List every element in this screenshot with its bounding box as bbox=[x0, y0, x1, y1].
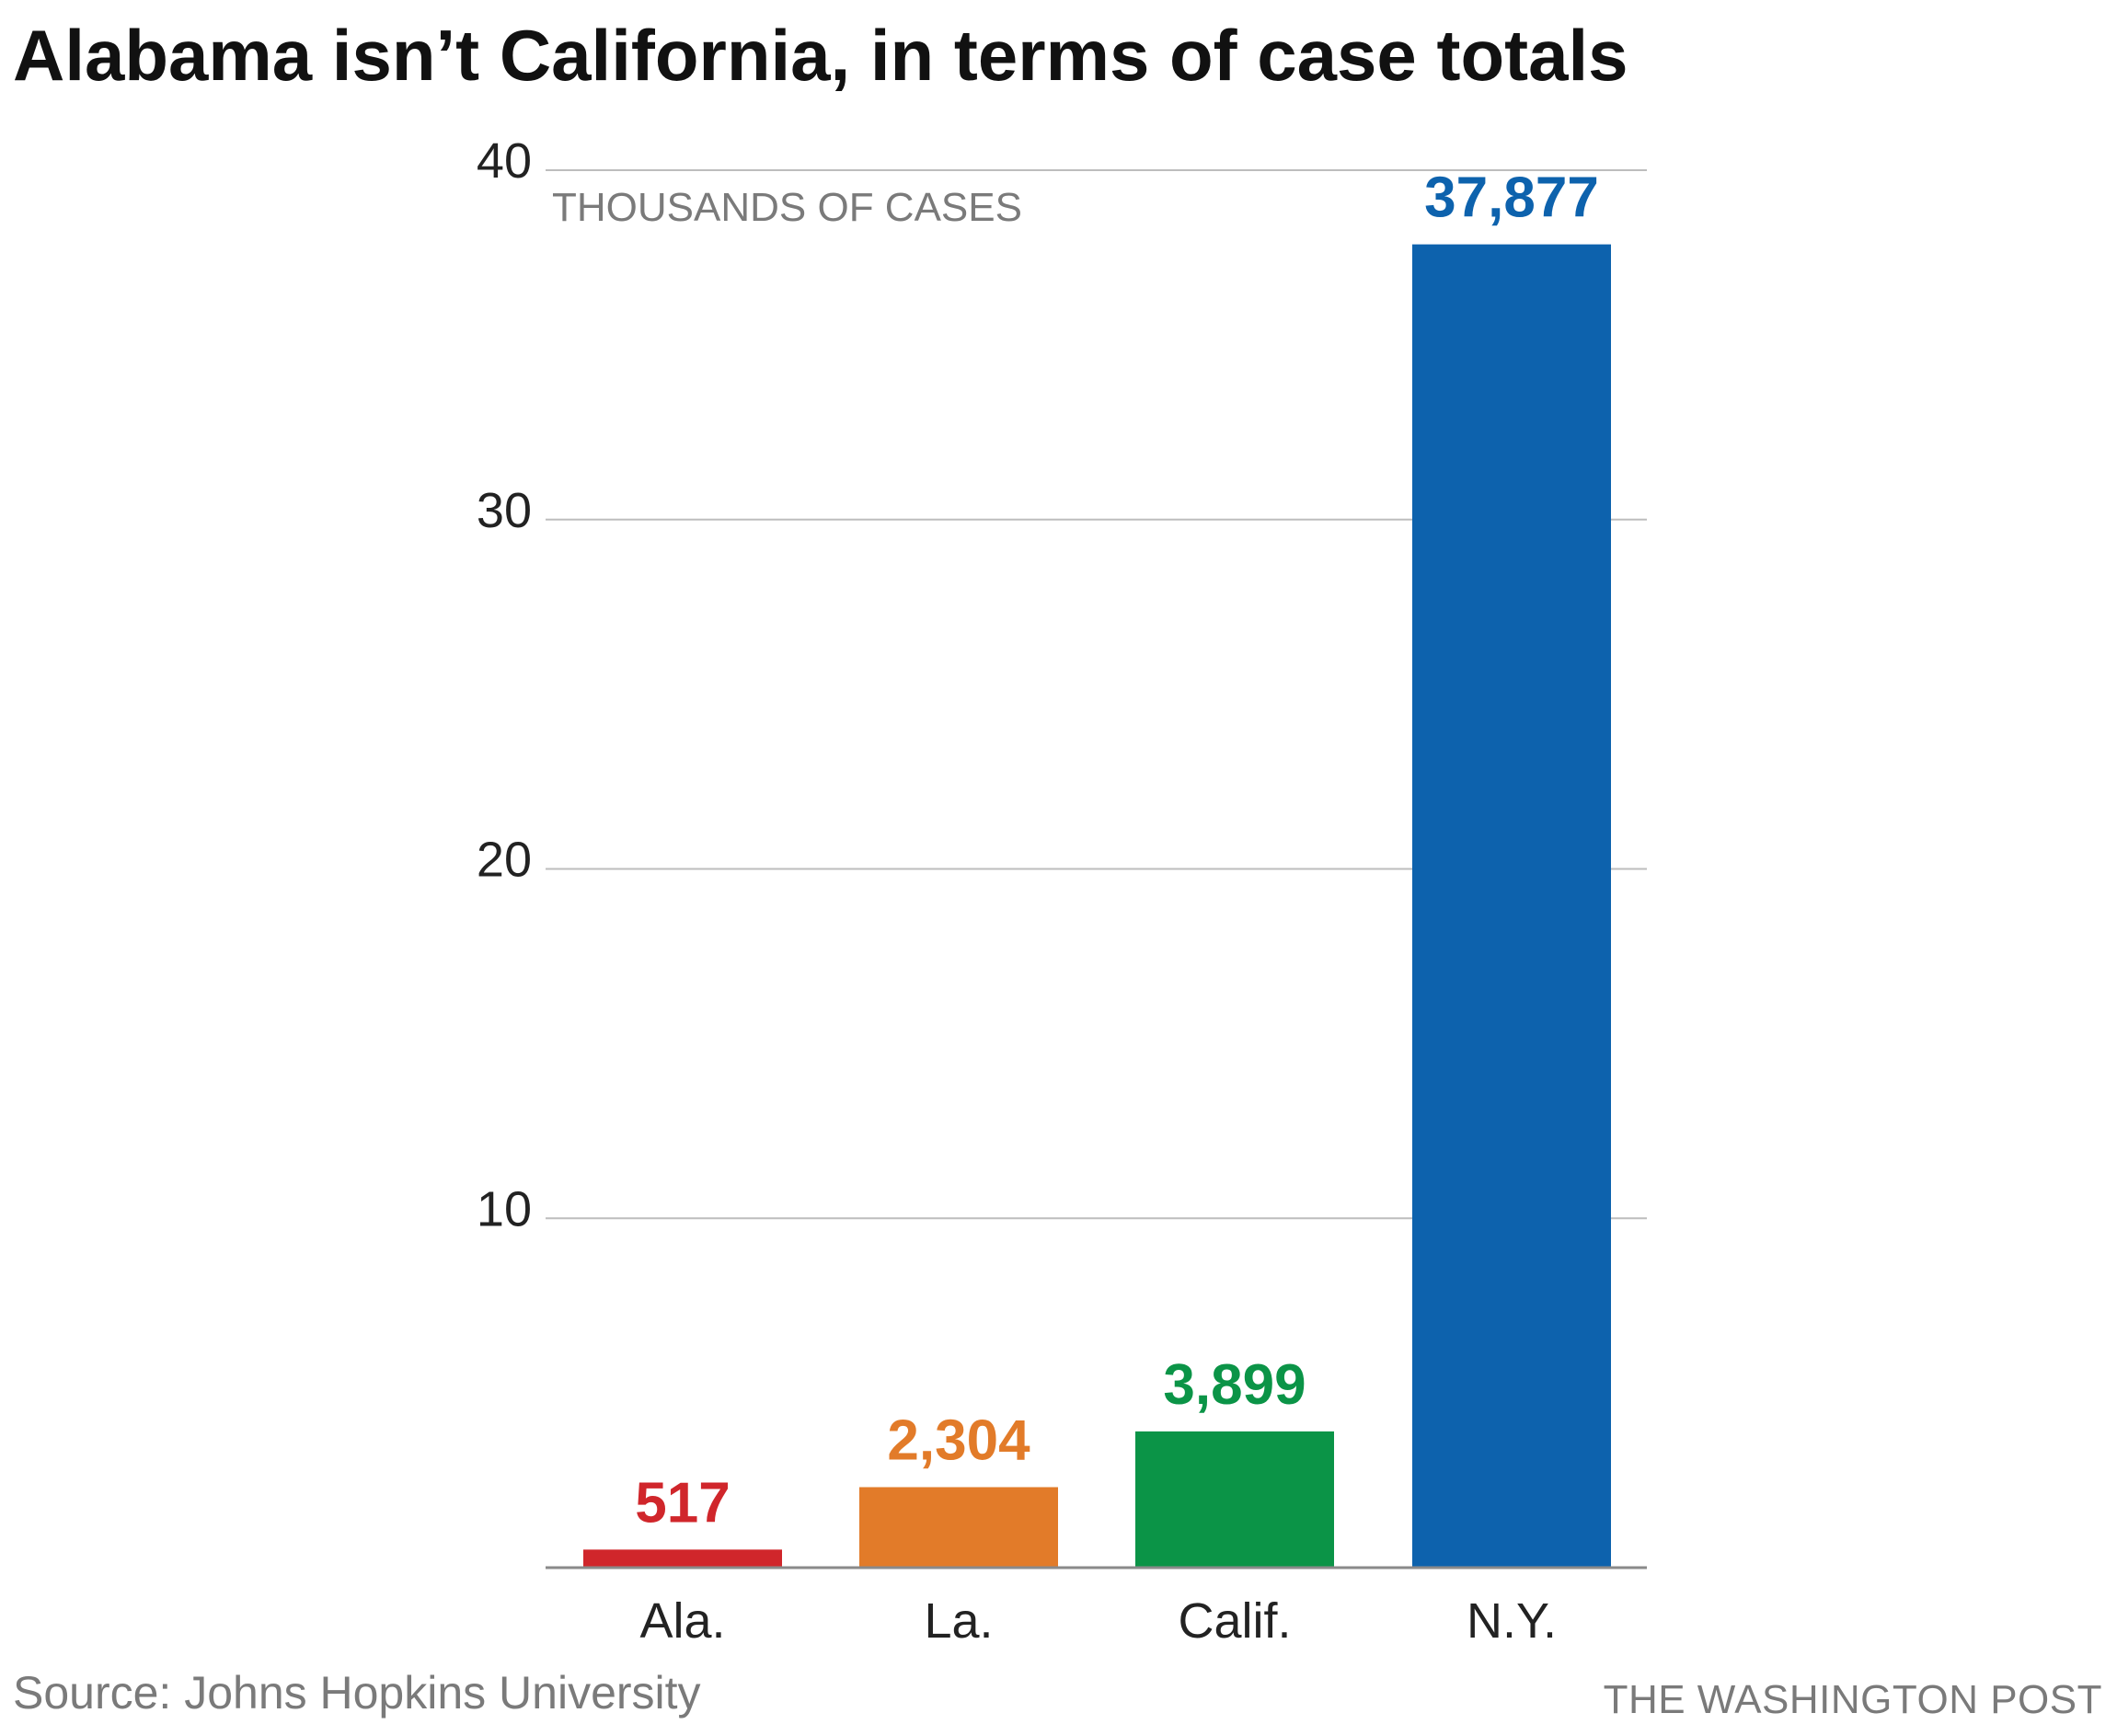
value-label-ala: 517 bbox=[635, 1471, 730, 1535]
y-tick-label: 10 bbox=[477, 1181, 532, 1236]
category-label-la: La. bbox=[924, 1593, 993, 1649]
category-label-ala: Ala. bbox=[639, 1593, 725, 1649]
y-tick-label: 20 bbox=[477, 833, 532, 888]
bar-calif bbox=[1135, 1431, 1334, 1568]
y-tick-label: 30 bbox=[477, 483, 532, 538]
source-note: Source: Johns Hopkins University bbox=[13, 1667, 701, 1719]
bar-ala bbox=[583, 1549, 782, 1568]
y-axis-ticks: 10 20 30 40 bbox=[477, 133, 532, 1236]
bar-ny bbox=[1412, 244, 1611, 1569]
category-label-calif: Calif. bbox=[1178, 1593, 1291, 1649]
bar-value-labels: 517 2,304 3,899 37,877 bbox=[635, 167, 1599, 1535]
category-label-ny: N.Y. bbox=[1467, 1593, 1557, 1649]
bar-la bbox=[859, 1487, 1058, 1568]
bars bbox=[583, 244, 1611, 1569]
value-label-ny: 37,877 bbox=[1424, 167, 1599, 230]
chart-title: Alabama isn’t California, in terms of ca… bbox=[13, 15, 1628, 96]
y-axis-unit-label: THOUSANDS OF CASES bbox=[552, 185, 1022, 230]
publisher-credit: THE WASHINGTON POST bbox=[1603, 1677, 2102, 1722]
value-label-la: 2,304 bbox=[887, 1409, 1030, 1473]
y-tick-label: 40 bbox=[477, 133, 532, 189]
x-axis-category-labels: Ala. La. Calif. N.Y. bbox=[639, 1593, 1557, 1649]
value-label-calif: 3,899 bbox=[1163, 1353, 1306, 1417]
